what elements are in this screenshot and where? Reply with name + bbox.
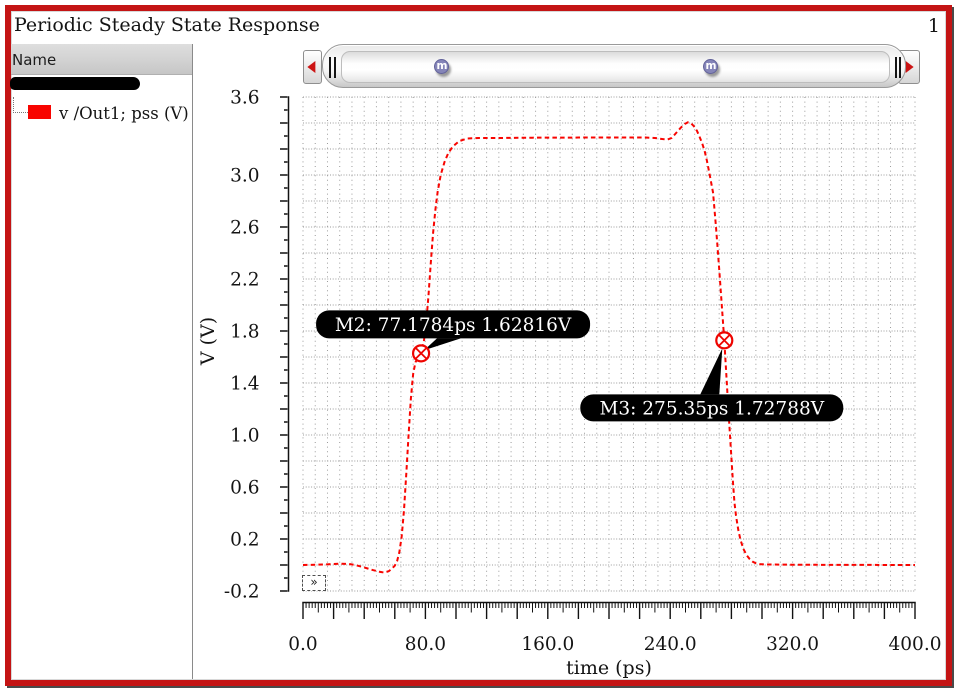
marker-m2[interactable]: M2: 77.1784ps 1.62816V [316, 310, 591, 363]
y-tick-label: 1.4 [230, 374, 259, 395]
marker-point-cross [718, 334, 731, 347]
left-grip-icon[interactable] [329, 57, 331, 78]
signal-list-header[interactable]: Name [11, 44, 192, 75]
right-arrow-icon [905, 60, 914, 73]
signal-color-swatch[interactable] [28, 105, 51, 119]
window-title: Periodic Steady State Response [14, 14, 320, 36]
redacted-signal-name[interactable] [10, 77, 140, 90]
y-tick-label: 1.8 [230, 322, 259, 343]
marker-label: M3: 275.35ps 1.72788V [599, 398, 824, 419]
right-grip-icon[interactable] [894, 57, 897, 78]
y-tick-label: 0.6 [230, 478, 259, 499]
scroll-left-button[interactable] [303, 49, 322, 84]
expand-strip-button[interactable]: » [302, 575, 326, 591]
plot-grid [302, 96, 916, 592]
signal-legend-label[interactable]: v /Out1; pss (V) [59, 104, 189, 123]
pan-scrollbar: m m [303, 44, 921, 88]
page-number: 1 [927, 15, 940, 37]
marker-badge-m2[interactable]: m [434, 59, 450, 74]
x-tick-label: 240.0 [644, 634, 697, 655]
marker-callout-box[interactable] [580, 394, 844, 422]
y-tick-label: 3.6 [230, 88, 259, 109]
y-axis: 3.6 3.0 2.6 2.2 1.8 1.4 1.0 0.6 0.2 -0.2 V (V) [197, 88, 290, 603]
x-axis: 0.0 80.0 160.0 240.0 320.0 400.0 time (ps) [288, 601, 942, 679]
expand-icon: » [310, 575, 318, 589]
y-tick-label: 1.0 [230, 426, 259, 447]
left-arrow-icon [307, 60, 316, 73]
sidebar-splitter[interactable] [192, 44, 193, 679]
marker-m3[interactable]: M3: 275.35ps 1.72788V [580, 331, 844, 422]
y-tick-label: 2.2 [230, 270, 259, 291]
x-tick-label: 0.0 [288, 634, 317, 655]
waveform-curve[interactable] [302, 121, 916, 574]
tree-branch-icon [13, 97, 28, 113]
y-tick-label: 0.2 [230, 530, 259, 551]
marker-callout-tail [424, 338, 462, 351]
y-tick-label: -0.2 [224, 582, 260, 603]
x-tick-label: 160.0 [521, 634, 574, 655]
marker-label: M2: 77.1784ps 1.62816V [335, 315, 572, 336]
marker-badge-m3[interactable]: m [703, 59, 719, 74]
graph-window-frame [5, 5, 952, 686]
y-tick-label: 3.0 [230, 166, 259, 187]
signal-list-header-label: Name [12, 51, 57, 69]
marker-callout-box[interactable] [316, 310, 591, 339]
pan-scrollbar-track[interactable] [341, 51, 890, 83]
y-axis-title: V (V) [197, 317, 219, 366]
pan-scrollbar-shell[interactable]: m m [321, 44, 906, 88]
x-tick-label: 320.0 [766, 634, 819, 655]
x-tick-label: 400.0 [889, 634, 942, 655]
y-tick-label: 2.6 [230, 218, 259, 239]
right-grip-icon[interactable] [899, 57, 901, 78]
marker-point-cross [415, 347, 427, 360]
marker-callout-tail [700, 348, 723, 395]
x-tick-label: 80.0 [405, 634, 446, 655]
x-axis-title: time (ps) [566, 657, 652, 679]
left-grip-icon[interactable] [333, 57, 336, 78]
